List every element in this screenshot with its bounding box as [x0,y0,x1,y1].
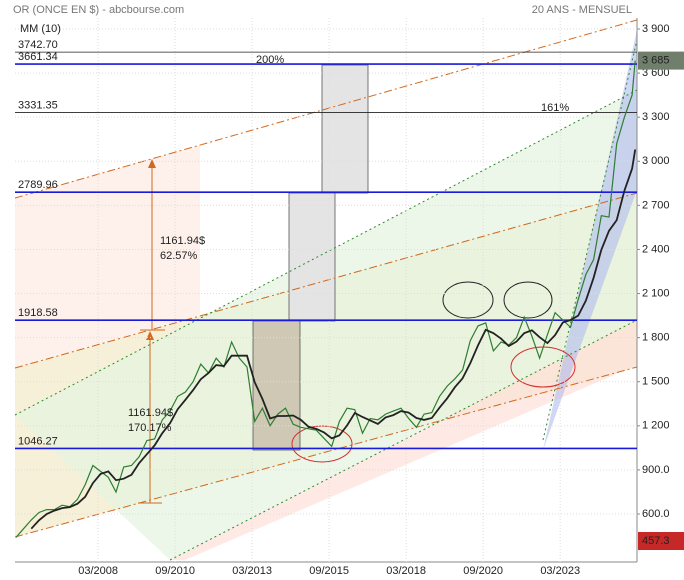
y-tick-label: 2 100 [642,287,670,299]
y-tick-label: 3 600 [642,67,670,79]
x-tick-label: 09/2015 [309,565,349,577]
y-tick-label: 2 700 [642,199,670,211]
low-tag [638,532,684,550]
x-tick-label: 03/2008 [78,565,118,577]
level-label: 3331.35 [18,99,58,111]
level-label: 2789.96 [18,179,58,191]
projection-box [321,64,369,194]
y-tick-label: 1 200 [642,420,670,432]
projection-box [288,192,336,322]
y-tick-label: 1 800 [642,332,670,344]
header: OR (ONCE EN $) - abcbourse.com [13,4,184,16]
annotation: 200% [256,54,284,66]
annotation: 161% [541,102,569,114]
series-line [30,149,637,530]
level-label: 3661.34 [18,51,58,63]
fan-fill [15,90,637,560]
arrow-head [148,159,156,168]
level-label: 3742.70 [18,39,58,51]
annotation: 62.57% [160,250,198,262]
y-tick-label: 3 900 [642,23,670,35]
channel-line [14,192,638,369]
x-tick-label: 09/2020 [463,565,503,577]
ellipse [503,281,553,319]
y-tick-label: 1 500 [642,376,670,388]
channel-fill [15,145,200,368]
y-tick-label: 3 300 [642,111,670,123]
channel-line [14,366,638,538]
x-tick-label: 03/2023 [540,565,580,577]
x-tick-label: 03/2018 [386,565,426,577]
drawings [14,19,638,561]
legend-label: MM (10) [20,23,61,35]
fan-line [542,39,638,441]
ellipse [442,281,494,319]
level-label: 1046.27 [18,435,58,447]
low-tag-label: 457.3 [642,535,670,547]
level-label: 1918.58 [18,307,58,319]
period: 20 ANS - MENSUEL [532,4,632,16]
y-tick-label: 2 400 [642,243,670,255]
y-tick-label: 900.0 [642,464,670,476]
annotation: 170.17% [128,422,172,434]
annotation: 1161.94$ [128,407,173,419]
projection-box [252,320,301,451]
y-tick-label: 600.0 [642,508,670,520]
price-tag-label: 3 685 [642,55,670,67]
annotation: 1161.94$ [160,235,205,247]
y-tick-label: 3 000 [642,155,670,167]
fan-line [14,89,638,416]
x-tick-label: 03/2013 [232,565,272,577]
price-tag [638,51,684,70]
channel-line [14,19,638,199]
x-tick-label: 09/2010 [155,565,195,577]
